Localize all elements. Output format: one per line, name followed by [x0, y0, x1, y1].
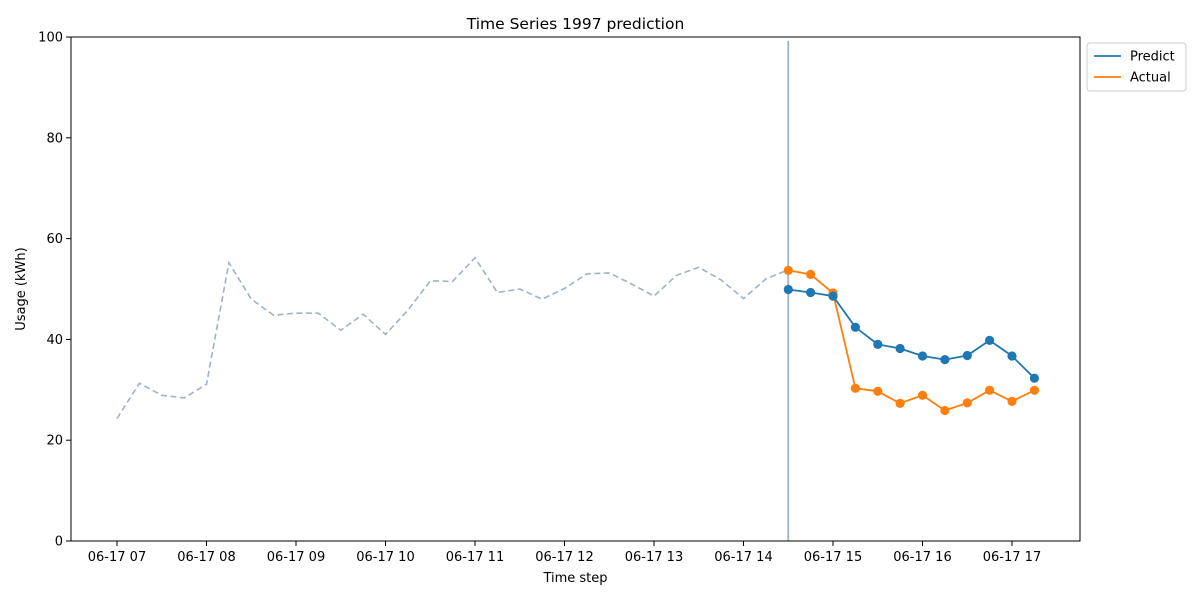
predict-point — [940, 355, 950, 365]
x-tick-label: 06-17 08 — [177, 550, 235, 565]
predict-point — [806, 287, 816, 298]
actual-point — [940, 405, 950, 416]
actual-point — [873, 386, 883, 396]
actual-point — [962, 398, 972, 408]
y-tick-label: 100 — [38, 31, 63, 46]
predict-point — [873, 339, 883, 349]
actual-point — [850, 383, 861, 393]
predict-point — [828, 291, 838, 301]
predict-point — [850, 322, 861, 332]
x-tick-label: 06-17 17 — [983, 550, 1041, 565]
actual-point — [917, 390, 928, 400]
predict-point — [985, 335, 995, 345]
legend: Predict Actual — [1086, 42, 1187, 92]
x-tick-label: 06-17 13 — [625, 550, 683, 565]
x-tick-label: 06-17 12 — [535, 550, 593, 565]
x-tick-label: 06-17 14 — [714, 550, 772, 565]
y-tick-label: 60 — [46, 232, 63, 247]
legend-label-actual: Actual — [1130, 71, 1171, 86]
y-axis-title: Usage (kWh) — [14, 247, 29, 330]
y-tick-label: 40 — [46, 333, 63, 348]
plot-area: 0 20 40 60 80 100 06-17 07 06-17 08 06-17 09 06-1… — [38, 31, 1081, 565]
x-tick-label: 06-17 07 — [88, 550, 146, 565]
x-axis-title: Time step — [542, 571, 607, 586]
x-tick-label: 06-17 16 — [893, 550, 951, 565]
predict-point — [895, 343, 905, 354]
history-line — [116, 256, 789, 419]
legend-box — [1086, 42, 1187, 92]
x-tick-label: 06-17 10 — [356, 550, 414, 565]
x-tick-label: 06-17 09 — [267, 550, 325, 565]
legend-label-predict: Predict — [1130, 50, 1175, 65]
actual-point — [895, 398, 905, 408]
y-tick-label: 20 — [46, 434, 63, 449]
x-tick-label: 06-17 15 — [804, 550, 862, 565]
x-tick-label: 06-17 11 — [446, 550, 504, 565]
actual-point — [1029, 385, 1039, 395]
y-tick-label: 0 — [55, 535, 63, 550]
actual-point — [1007, 396, 1017, 406]
predict-point — [1007, 351, 1017, 361]
actual-point — [985, 385, 995, 395]
predict-point — [1029, 373, 1039, 383]
plot-frame — [70, 36, 1081, 542]
y-tick-label: 80 — [46, 131, 63, 146]
predict-point — [783, 284, 793, 295]
predict-point — [917, 351, 928, 361]
actual-point — [806, 269, 816, 279]
predict-point — [962, 350, 972, 361]
chart-title: Time Series 1997 prediction — [466, 15, 685, 33]
actual-point — [783, 265, 793, 275]
